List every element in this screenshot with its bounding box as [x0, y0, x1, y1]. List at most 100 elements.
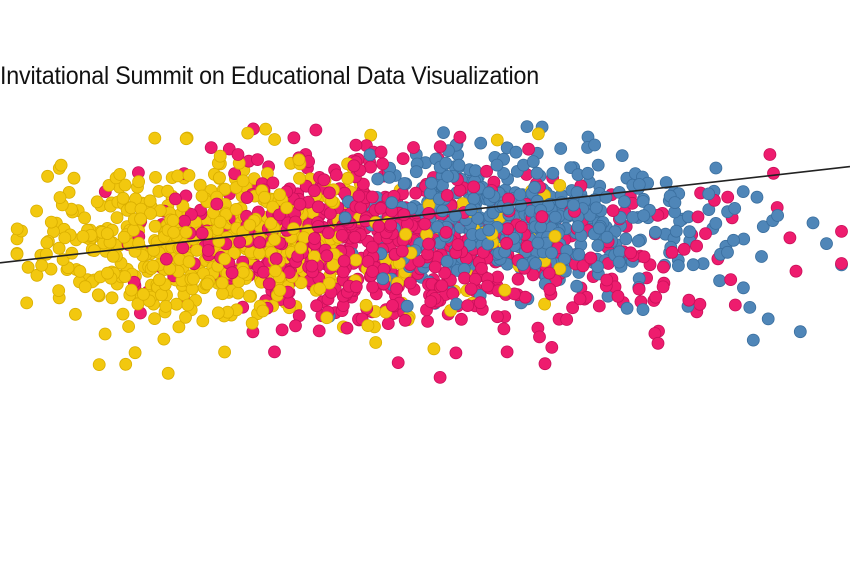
- data-point: [520, 120, 534, 133]
- data-point: [626, 210, 640, 224]
- data-point: [677, 242, 691, 256]
- data-point: [240, 191, 254, 205]
- data-point: [167, 225, 181, 239]
- data-point: [453, 183, 467, 197]
- data-point: [440, 255, 454, 268]
- data-point: [382, 170, 396, 184]
- data-point: [236, 174, 250, 188]
- data-point: [588, 138, 601, 152]
- data-point: [98, 327, 112, 341]
- data-point: [176, 241, 190, 255]
- data-point: [440, 188, 454, 202]
- data-point: [709, 161, 723, 175]
- data-point: [727, 233, 740, 247]
- data-point: [396, 152, 410, 166]
- data-point: [157, 332, 171, 346]
- data-point: [78, 211, 91, 225]
- data-point: [490, 133, 504, 147]
- data-point: [531, 236, 545, 250]
- data-point: [500, 236, 514, 250]
- data-point: [287, 131, 301, 145]
- data-point: [323, 206, 337, 220]
- data-point: [528, 180, 541, 194]
- data-point: [10, 247, 24, 261]
- data-point: [213, 171, 226, 185]
- data-point: [253, 235, 267, 249]
- data-point: [336, 265, 350, 279]
- data-point: [10, 222, 24, 236]
- data-point: [161, 366, 175, 380]
- data-point: [682, 293, 696, 307]
- data-point: [293, 171, 306, 185]
- data-point: [591, 239, 605, 253]
- data-point: [361, 319, 375, 333]
- data-point: [294, 241, 308, 255]
- data-point: [570, 279, 584, 293]
- data-point: [178, 214, 191, 228]
- data-point: [500, 345, 514, 359]
- data-point: [90, 195, 104, 209]
- data-point: [584, 251, 598, 265]
- data-point: [553, 178, 567, 192]
- data-point: [257, 265, 271, 279]
- data-point: [513, 188, 527, 202]
- data-point: [294, 276, 308, 290]
- data-point: [213, 215, 227, 229]
- data-point: [210, 197, 224, 211]
- data-point: [737, 281, 750, 295]
- data-point: [241, 126, 255, 140]
- data-point: [280, 201, 294, 215]
- data-point: [309, 123, 323, 137]
- data-point: [369, 336, 383, 349]
- data-point: [159, 252, 173, 266]
- data-point: [118, 178, 132, 192]
- data-point: [243, 289, 256, 303]
- data-point: [67, 171, 81, 185]
- data-point: [581, 166, 595, 180]
- data-point: [659, 176, 673, 189]
- data-point: [231, 148, 245, 161]
- data-point: [637, 209, 651, 223]
- scatter-points: [10, 120, 848, 384]
- data-point: [520, 240, 534, 253]
- data-point: [546, 166, 560, 180]
- data-point: [307, 184, 321, 198]
- data-point: [649, 225, 662, 239]
- data-point: [554, 142, 568, 155]
- data-point: [65, 246, 79, 260]
- data-point: [761, 312, 775, 326]
- trend-line: [0, 165, 850, 264]
- data-point: [532, 127, 545, 141]
- data-point: [467, 180, 481, 194]
- data-point: [395, 244, 409, 258]
- data-point: [320, 249, 334, 263]
- data-point: [231, 286, 245, 300]
- data-point: [349, 138, 363, 152]
- data-point: [449, 346, 463, 360]
- data-point: [743, 300, 757, 314]
- data-point: [736, 185, 750, 199]
- data-point: [268, 264, 282, 278]
- data-point: [548, 210, 562, 224]
- data-point: [53, 191, 67, 204]
- data-point: [665, 245, 679, 259]
- data-point: [746, 333, 760, 347]
- data-point: [168, 192, 182, 206]
- data-point: [384, 218, 398, 232]
- data-point: [619, 232, 633, 246]
- data-point: [632, 178, 646, 191]
- data-point: [311, 200, 325, 214]
- data-point: [148, 312, 162, 326]
- data-point: [571, 220, 585, 234]
- data-point: [620, 301, 634, 315]
- data-point: [467, 192, 481, 206]
- data-point: [340, 321, 354, 335]
- data-point: [273, 188, 287, 202]
- data-point: [201, 244, 215, 257]
- data-point: [91, 288, 105, 302]
- data-point: [359, 298, 373, 312]
- data-point: [418, 217, 432, 231]
- data-point: [352, 189, 366, 203]
- data-point: [699, 227, 712, 241]
- data-point: [570, 186, 584, 199]
